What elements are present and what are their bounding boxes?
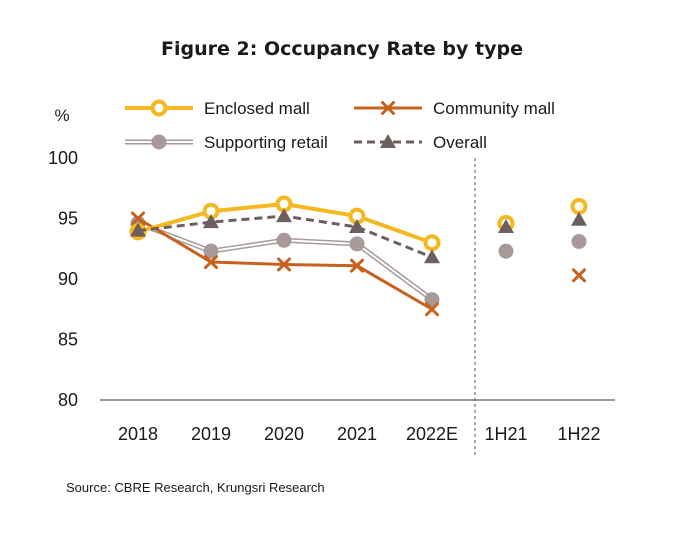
legend-swatch-marker bbox=[151, 134, 167, 150]
overall-point bbox=[571, 211, 587, 226]
y-tick-label: 85 bbox=[58, 330, 78, 350]
chart-title: Figure 2: Occupancy Rate by type bbox=[161, 38, 523, 60]
legend-item-enclosed-mall: Enclosed mall bbox=[125, 99, 310, 118]
series-overall bbox=[130, 208, 587, 264]
series-community-mall bbox=[131, 211, 586, 317]
y-tick-label: 80 bbox=[58, 390, 78, 410]
legend-label: Community mall bbox=[433, 99, 555, 118]
y-axis-unit-label: % bbox=[54, 106, 69, 125]
supporting-retail-point bbox=[571, 233, 587, 249]
community-mall-point bbox=[425, 302, 439, 317]
supporting-retail-point bbox=[276, 232, 292, 248]
overall-point bbox=[498, 218, 514, 233]
legend-swatch-marker bbox=[381, 101, 395, 115]
community-mall-point bbox=[350, 258, 364, 273]
supporting-retail-point bbox=[203, 243, 219, 259]
x-tick-label: 2022E bbox=[406, 424, 458, 444]
legend-swatch-marker bbox=[380, 134, 396, 148]
legend-label: Supporting retail bbox=[204, 133, 328, 152]
source-note: Source: CBRE Research, Krungsri Research bbox=[66, 480, 325, 495]
x-tick-label: 2019 bbox=[191, 424, 231, 444]
overall-point bbox=[203, 214, 219, 229]
legend-label: Enclosed mall bbox=[204, 99, 310, 118]
legend-item-overall: Overall bbox=[354, 133, 487, 152]
legend-item-community-mall: Community mall bbox=[354, 99, 555, 118]
x-tick-label: 2021 bbox=[337, 424, 377, 444]
series-layer bbox=[129, 195, 588, 317]
community-mall-point bbox=[131, 211, 145, 226]
y-tick-label: 90 bbox=[58, 269, 78, 289]
supporting-retail-point bbox=[498, 243, 514, 259]
enclosed-mall-point bbox=[423, 234, 441, 252]
legend-label: Overall bbox=[433, 133, 487, 152]
overall-point bbox=[276, 208, 292, 223]
x-tick-label: 1H22 bbox=[557, 424, 600, 444]
legend-swatch-marker bbox=[150, 99, 168, 117]
overall-point bbox=[349, 218, 365, 233]
community-mall-point bbox=[277, 257, 291, 272]
legend-item-supporting-retail: Supporting retail bbox=[125, 133, 328, 152]
axes: 80 85 90 95 100 2018 2019 2020 2021 2022E 1H21 1H22 bbox=[48, 148, 615, 455]
supporting-retail-point bbox=[349, 236, 365, 252]
supporting-retail-point bbox=[424, 292, 440, 308]
y-tick-label: 95 bbox=[58, 209, 78, 229]
x-tick-label: 2020 bbox=[264, 424, 304, 444]
community-mall-point bbox=[572, 268, 586, 283]
x-tick-label: 1H21 bbox=[484, 424, 527, 444]
overall-point bbox=[424, 249, 440, 264]
x-tick-label: 2018 bbox=[118, 424, 158, 444]
community-mall-point bbox=[204, 255, 218, 270]
overall-point bbox=[130, 222, 146, 237]
legend: Enclosed mall Community mall Supporting re… bbox=[125, 99, 555, 152]
y-tick-label: 100 bbox=[48, 148, 78, 168]
enclosed-mall-point bbox=[570, 197, 588, 215]
